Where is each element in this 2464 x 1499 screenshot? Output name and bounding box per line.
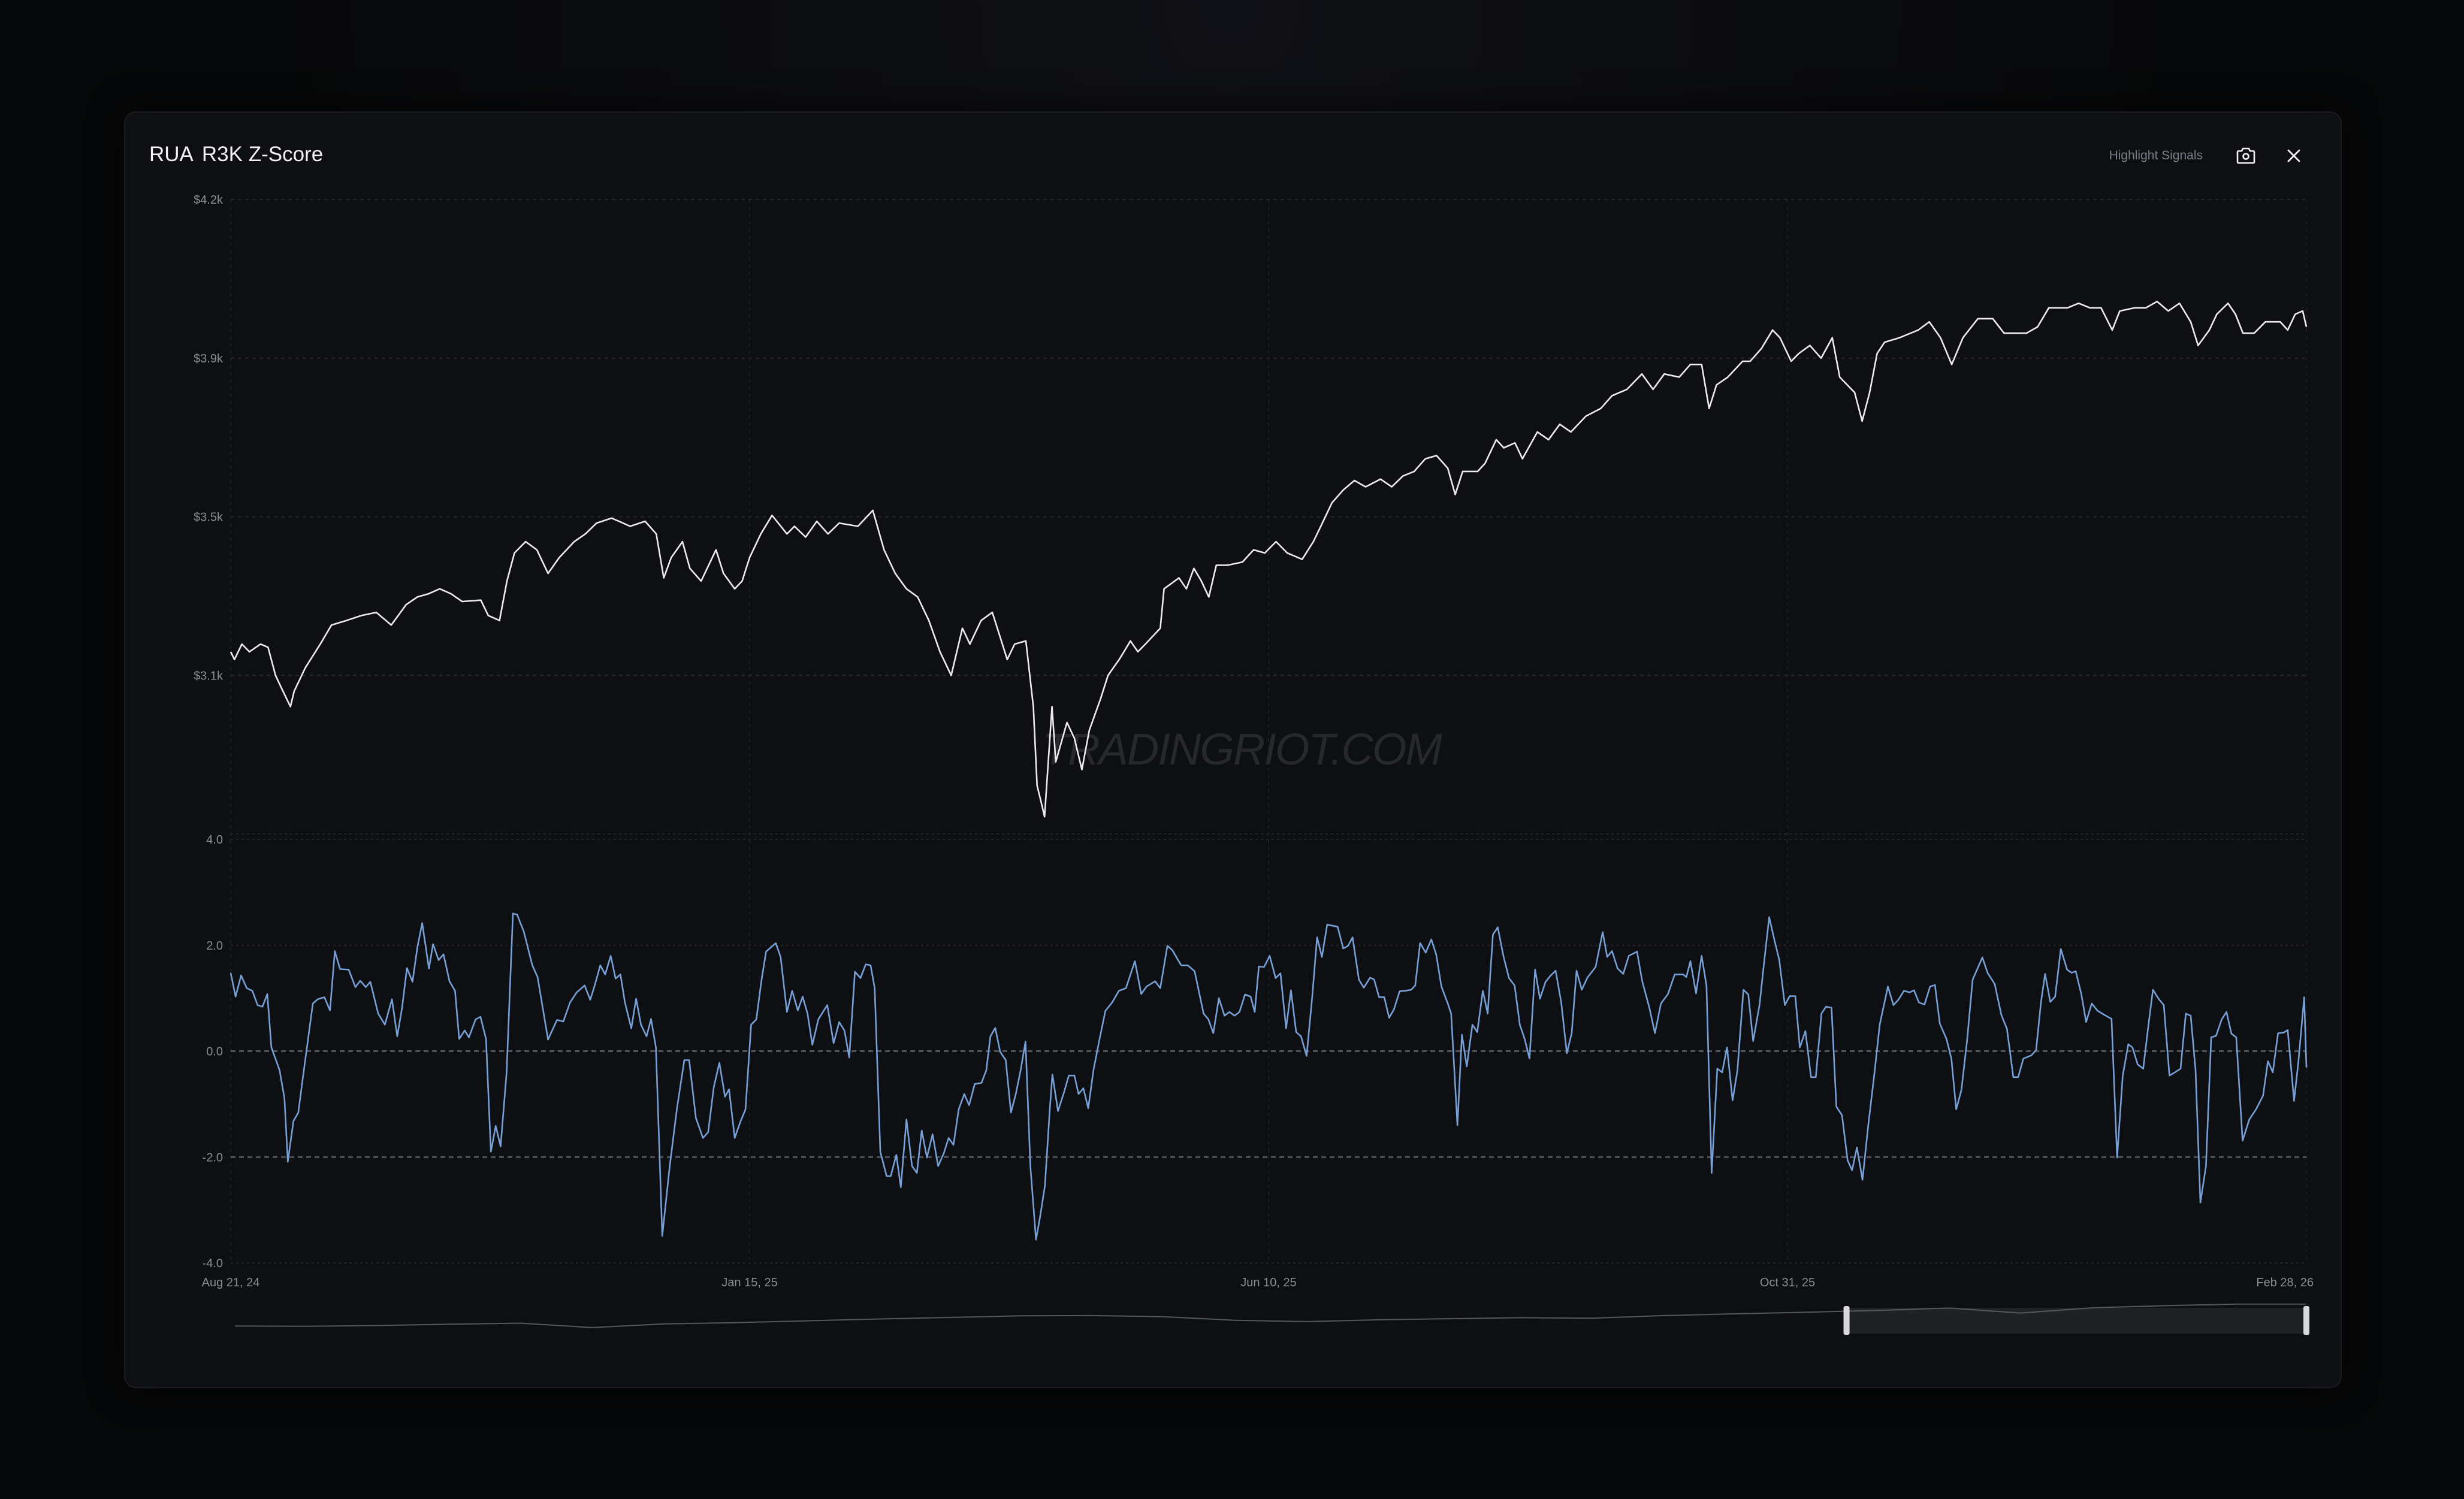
screenshot-button[interactable] [2234,144,2258,168]
watermark: TRADINGRIOT.COM [1042,724,1443,774]
price-tick-label: $3.9k [194,352,224,365]
close-icon [2287,149,2300,162]
zscore-tick-label: 0.0 [206,1045,223,1059]
x-tick-label: Jan 15, 25 [721,1276,777,1289]
close-button[interactable] [2282,144,2306,168]
axis-labels: Aug 21, 24 Jan 15, 25 Jun 10, 25 Oct 31, 25… [194,194,2314,1289]
chart-title: RUA R3K Z-Score [149,143,323,167]
zscore-tick-label: 2.0 [206,939,223,953]
x-tick-label: Feb 28, 26 [2256,1276,2314,1289]
zscore-tick-label: -4.0 [203,1257,223,1270]
price-line [230,300,2308,818]
x-tick-label: Oct 31, 25 [1760,1276,1815,1289]
navigator-selection[interactable] [1846,1308,2306,1334]
navigator-handle-left[interactable] [1843,1306,1850,1335]
price-tick-label: $3.1k [194,669,224,682]
camera-icon [2236,147,2255,164]
title-name: R3K Z-Score [201,143,324,166]
navigator[interactable] [234,1303,2309,1335]
zscore-line [230,912,2308,1241]
x-tick-label: Aug 21, 24 [202,1276,260,1289]
title-ticker: RUA [149,143,194,166]
chart-modal [124,111,2342,1388]
price-tick-label: $4.2k [194,194,224,207]
grid-lines [230,199,2307,1264]
highlight-signals-toggle[interactable]: Highlight Signals [2109,149,2203,162]
navigator-line [234,1303,2306,1328]
x-tick-label: Jun 10, 25 [1240,1276,1296,1289]
zscore-tick-label: 4.0 [206,833,223,847]
series-lines [230,300,2308,1241]
zscore-tick-label: -2.0 [203,1151,223,1164]
navigator-handle-right[interactable] [2303,1306,2309,1335]
price-tick-label: $3.5k [194,511,224,524]
